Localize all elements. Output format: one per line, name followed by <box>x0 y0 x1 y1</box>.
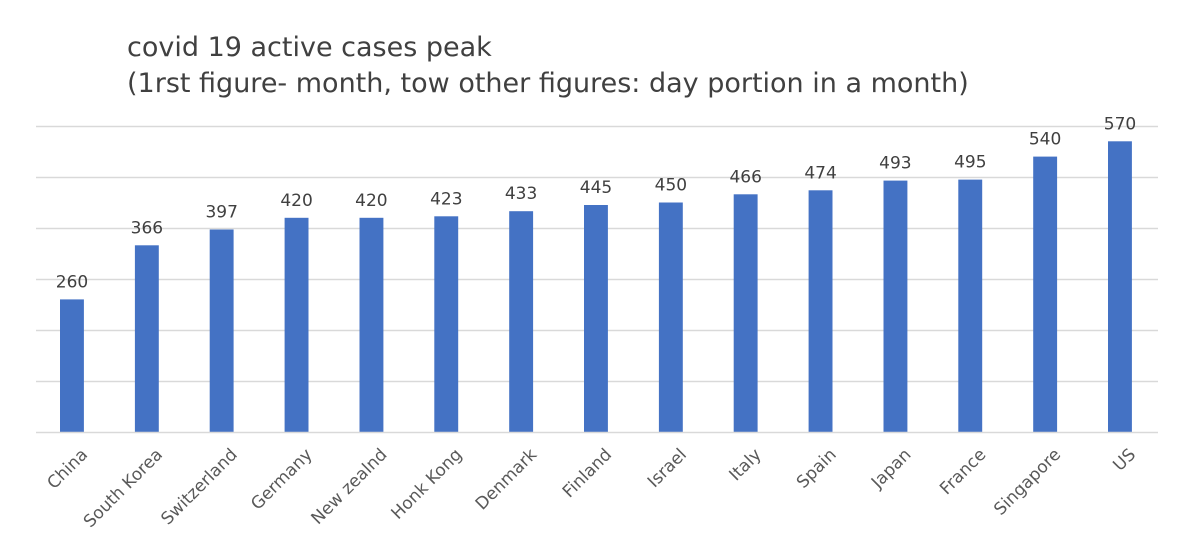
bar-new-zealnd <box>359 217 384 432</box>
x-tick-label: China <box>44 445 92 493</box>
bar-france <box>958 179 983 432</box>
x-tick-label: Spain <box>793 445 841 493</box>
x-tick-label: Honk Kong <box>387 445 466 524</box>
data-labels: 260 366 397 420 420 423 433 445 450 466 474 493 495 5… <box>56 114 1136 292</box>
bar-us <box>1108 141 1132 433</box>
x-tick-label: Japan <box>867 445 915 493</box>
data-label: 450 <box>655 176 687 196</box>
data-label: 474 <box>804 163 836 183</box>
bar-spain <box>808 190 833 432</box>
bar-honk-kong <box>434 216 459 432</box>
bar-denmark <box>509 211 534 432</box>
data-label: 570 <box>1104 114 1136 134</box>
bar-finland <box>584 205 608 432</box>
data-label: 466 <box>729 167 761 187</box>
x-tick-label: Finland <box>559 445 616 502</box>
data-label: 495 <box>954 153 986 173</box>
bar-china <box>60 299 84 432</box>
data-label: 366 <box>131 218 163 238</box>
x-tick-label: New zealnd <box>308 445 392 529</box>
data-label: 397 <box>205 203 237 223</box>
bar-japan <box>883 180 908 432</box>
chart-title: covid 19 active cases peak (1rst figure-… <box>127 30 969 102</box>
data-label: 493 <box>879 154 911 174</box>
bar-south-korea <box>134 245 159 432</box>
x-tick-label: France <box>936 445 990 499</box>
x-tick-label: South Korea <box>80 445 167 532</box>
x-tick-label: Germany <box>247 445 316 514</box>
bar-germany <box>284 217 309 432</box>
x-tick-label: Italy <box>725 445 765 485</box>
bars <box>60 141 1132 433</box>
bar-italy <box>733 194 758 432</box>
data-label: 540 <box>1029 130 1061 150</box>
data-label: 260 <box>56 272 88 292</box>
data-label: 423 <box>430 189 462 209</box>
x-tick-label: Denmark <box>472 445 542 515</box>
bar-israel <box>658 202 683 432</box>
chart-title-line: covid 19 active cases peak <box>127 32 492 63</box>
data-label: 445 <box>580 178 612 198</box>
x-tick-label: Switzerland <box>157 445 241 529</box>
bar-switzerland <box>209 229 234 432</box>
chart-subtitle-line: (1rst figure- month, tow other figures: … <box>127 68 969 99</box>
x-tick-label: Singapore <box>990 445 1065 520</box>
x-tick-label: US <box>1109 445 1140 476</box>
data-label: 420 <box>280 191 312 211</box>
data-label: 433 <box>505 184 537 204</box>
bar-singapore <box>1033 156 1058 432</box>
x-tick-label: Israel <box>644 445 691 492</box>
data-label: 420 <box>355 191 387 211</box>
